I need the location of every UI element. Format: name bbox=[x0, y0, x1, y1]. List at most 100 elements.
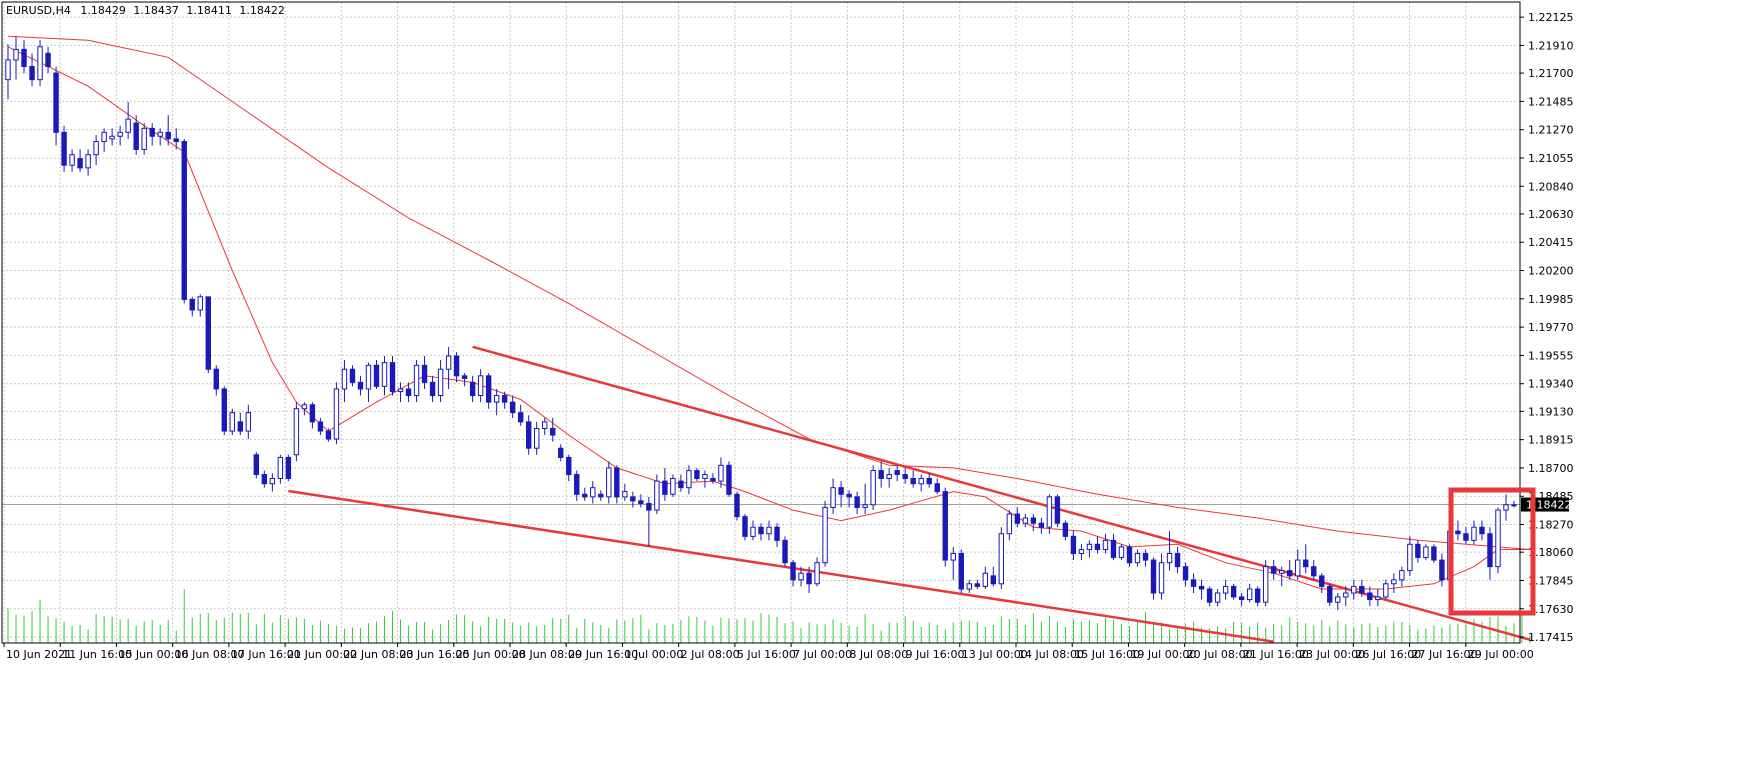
candle-body-down bbox=[1464, 534, 1468, 541]
candle-body-up bbox=[823, 507, 827, 562]
candle-body-down bbox=[775, 527, 779, 540]
time-tick-label: 2 Jul 08:00 bbox=[681, 648, 740, 661]
candle-body-down bbox=[374, 365, 378, 386]
candle-body-up bbox=[831, 488, 835, 508]
candle-body-down bbox=[1231, 586, 1235, 597]
candle-body-down bbox=[358, 382, 362, 389]
candle-body-down bbox=[390, 363, 394, 392]
candle-body-down bbox=[422, 365, 426, 382]
candle-body-down bbox=[1304, 560, 1308, 567]
candle-body-up bbox=[887, 475, 891, 479]
candle-body-up bbox=[14, 49, 18, 60]
time-tick-label: 7 Jul 00:00 bbox=[793, 648, 852, 661]
candle-body-down bbox=[430, 382, 434, 395]
candle-body-down bbox=[30, 66, 34, 79]
candle-body-down bbox=[1111, 540, 1115, 557]
price-tick-label: 1.21270 bbox=[1528, 124, 1574, 137]
candle-body-down bbox=[855, 497, 859, 508]
candle-body-down bbox=[559, 448, 563, 457]
candle-body-up bbox=[1079, 550, 1083, 554]
candle-body-down bbox=[647, 503, 651, 510]
candle-body-down bbox=[238, 422, 242, 431]
candle-body-up bbox=[126, 119, 130, 132]
candle-body-down bbox=[935, 484, 939, 492]
price-tick-label: 1.21700 bbox=[1528, 67, 1574, 80]
price-tick-label: 1.19555 bbox=[1528, 349, 1574, 362]
candle-body-down bbox=[1055, 497, 1059, 523]
candle-body-down bbox=[1368, 593, 1372, 600]
candle-body-down bbox=[1239, 597, 1243, 600]
price-tick-label: 1.20630 bbox=[1528, 208, 1574, 221]
candle-body-up bbox=[815, 563, 819, 584]
candle-body-up bbox=[118, 132, 122, 136]
candle-body-down bbox=[1031, 518, 1035, 523]
time-tick-label: 1 Jul 00:00 bbox=[624, 648, 683, 661]
candle-body-down bbox=[911, 478, 915, 483]
candle-body-up bbox=[94, 142, 98, 155]
candle-body-down bbox=[839, 488, 843, 495]
candle-body-up bbox=[230, 413, 234, 431]
candle-body-down bbox=[1287, 571, 1291, 576]
candle-body-down bbox=[454, 356, 458, 376]
candle-body-up bbox=[1103, 540, 1107, 549]
candle-body-down bbox=[1271, 567, 1275, 574]
candle-body-up bbox=[438, 369, 442, 395]
candle-body-down bbox=[727, 465, 731, 494]
candle-body-up bbox=[1384, 584, 1388, 597]
candle-body-up bbox=[1344, 593, 1348, 597]
time-tick-label: 9 Jul 16:00 bbox=[906, 648, 965, 661]
candle-body-up bbox=[494, 396, 498, 403]
candle-body-down bbox=[518, 413, 522, 422]
candle-body-up bbox=[703, 475, 707, 479]
candle-body-up bbox=[719, 465, 723, 481]
candle-body-down bbox=[206, 297, 210, 369]
candle-body-down bbox=[583, 494, 587, 497]
candle-body-down bbox=[791, 563, 795, 580]
candle-body-down bbox=[759, 527, 763, 534]
candle-body-down bbox=[190, 299, 194, 310]
candle-body-down bbox=[1199, 586, 1203, 589]
candle-body-down bbox=[1143, 553, 1147, 560]
candle-body-up bbox=[1135, 553, 1139, 562]
candle-body-up bbox=[246, 413, 250, 431]
candle-body-up bbox=[446, 356, 450, 369]
candle-body-down bbox=[743, 517, 747, 537]
candle-body-down bbox=[1207, 589, 1211, 602]
candle-body-down bbox=[1127, 547, 1131, 563]
candle-body-down bbox=[470, 382, 474, 395]
candle-body-down bbox=[1071, 536, 1075, 553]
candle-body-down bbox=[510, 402, 514, 413]
candle-body-up bbox=[1279, 571, 1283, 574]
candle-body-up bbox=[102, 132, 106, 141]
candle-body-down bbox=[1255, 589, 1259, 602]
candle-body-up bbox=[38, 47, 42, 80]
candle-body-up bbox=[1336, 597, 1340, 602]
candle-body-down bbox=[679, 481, 683, 488]
candle-body-down bbox=[1440, 560, 1444, 580]
candle-body-down bbox=[22, 49, 26, 66]
candle-body-up bbox=[1392, 580, 1396, 584]
candle-body-up bbox=[1167, 553, 1171, 562]
candle-body-up bbox=[1215, 593, 1219, 602]
candle-body-down bbox=[526, 422, 530, 448]
candle-body-down bbox=[46, 53, 50, 66]
candle-body-up bbox=[110, 136, 114, 139]
candle-body-down bbox=[214, 369, 218, 389]
candle-body-down bbox=[502, 396, 506, 403]
candle-body-up bbox=[270, 478, 274, 483]
candle-body-up bbox=[382, 363, 386, 387]
candle-body-down bbox=[182, 142, 186, 300]
candle-body-up bbox=[999, 534, 1003, 584]
candle-body-down bbox=[599, 494, 603, 497]
candle-body-down bbox=[62, 132, 66, 165]
close-value: 1.18422 bbox=[239, 4, 285, 17]
candle-body-up bbox=[1087, 544, 1091, 549]
candle-body-down bbox=[903, 475, 907, 479]
time-tick-label: 8 Jul 08:00 bbox=[849, 648, 908, 661]
candle-body-down bbox=[575, 475, 579, 495]
candle-body-up bbox=[1424, 547, 1428, 558]
low-value: 1.18411 bbox=[186, 4, 232, 17]
price-tick-label: 1.19770 bbox=[1528, 321, 1574, 334]
